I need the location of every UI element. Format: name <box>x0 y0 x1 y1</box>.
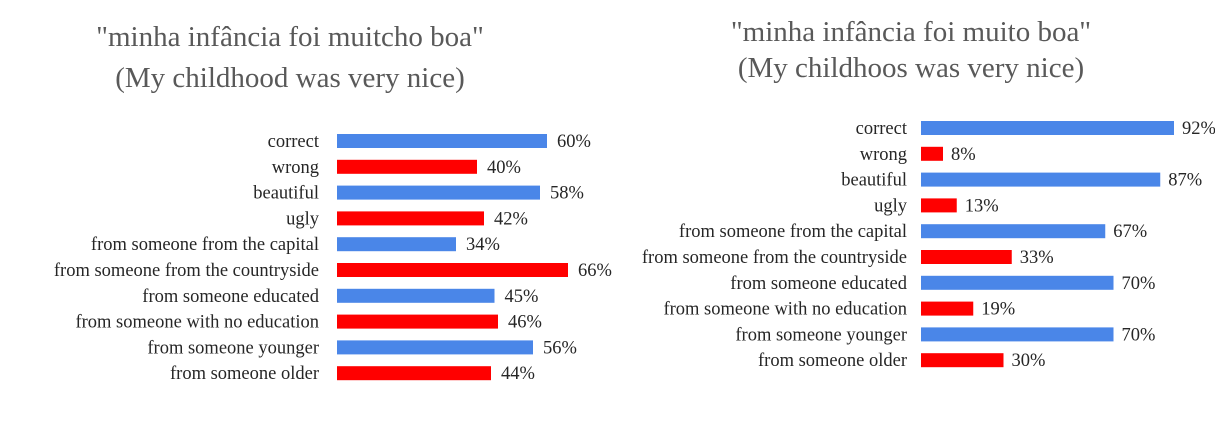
left-value-label-6: 45% <box>505 287 539 307</box>
left-category-label-9: from someone older <box>170 364 319 384</box>
right-chart-title: "minha infância foi muito boa" <box>731 16 1091 48</box>
right-value-label-8: 70% <box>1122 325 1156 345</box>
right-bar-7 <box>921 301 974 316</box>
left-category-label-3: ugly <box>286 209 320 229</box>
right-bar-2 <box>921 172 1161 187</box>
right-bar-1 <box>921 146 943 161</box>
left-category-label-0: correct <box>268 132 320 152</box>
right-value-label-5: 33% <box>1020 248 1054 268</box>
left-value-label-7: 46% <box>508 313 542 333</box>
right-category-label-5: from someone from the countryside <box>642 248 907 268</box>
left-category-label-6: from someone educated <box>142 287 319 307</box>
left-bar-7 <box>337 314 498 329</box>
right-value-label-2: 87% <box>1168 171 1202 191</box>
right-bar-0 <box>921 121 1174 135</box>
left-chart-plot: correct 60% wrong 40% beautiful 58% ugly 42% fro… <box>54 132 612 384</box>
left-chart-title: "minha infância foi muitcho boa" <box>96 21 484 53</box>
right-category-label-4: from someone from the capital <box>679 222 907 242</box>
left-category-label-1: wrong <box>272 158 319 178</box>
left-value-label-8: 56% <box>543 338 577 358</box>
left-value-label-4: 34% <box>466 235 500 255</box>
left-value-label-1: 40% <box>487 158 521 178</box>
right-value-label-6: 70% <box>1122 274 1156 294</box>
right-category-label-0: correct <box>856 119 908 139</box>
left-value-label-3: 42% <box>494 209 528 229</box>
right-category-label-7: from someone with no education <box>663 300 907 320</box>
right-bar-4 <box>921 224 1106 239</box>
left-bar-4 <box>337 237 456 252</box>
right-bar-3 <box>921 198 957 213</box>
left-category-label-7: from someone with no education <box>75 313 319 333</box>
left-bar-8 <box>337 340 533 355</box>
left-category-label-2: beautiful <box>253 184 319 204</box>
right-value-label-0: 92% <box>1182 119 1215 139</box>
left-bar-3 <box>337 211 484 226</box>
left-value-label-9: 44% <box>501 364 535 384</box>
right-category-label-3: ugly <box>874 196 908 216</box>
left-bar-9 <box>337 366 491 381</box>
left-value-label-0: 60% <box>557 132 591 152</box>
left-bar-5 <box>337 263 568 277</box>
left-bar-6 <box>337 288 495 303</box>
right-bar-5 <box>921 250 1012 264</box>
right-value-label-3: 13% <box>965 196 999 216</box>
right-bar-8 <box>921 327 1114 342</box>
right-chart: "minha infância foi muito boa" (My child… <box>642 16 1215 371</box>
right-category-label-9: from someone older <box>758 351 907 371</box>
right-category-label-6: from someone educated <box>730 274 907 294</box>
left-chart-subtitle: (My childhood was very nice) <box>115 62 465 94</box>
right-bar-6 <box>921 275 1114 290</box>
left-bar-2 <box>337 185 540 200</box>
left-category-label-8: from someone younger <box>147 338 319 358</box>
right-category-label-2: beautiful <box>841 171 907 191</box>
right-value-label-9: 30% <box>1012 351 1046 371</box>
right-value-label-1: 8% <box>951 145 976 165</box>
right-chart-plot: correct 92% wrong 8% beautiful 87% ugly 13% from… <box>642 119 1215 371</box>
left-value-label-2: 58% <box>550 184 584 204</box>
left-bar-1 <box>337 159 477 174</box>
left-value-label-5: 66% <box>578 261 612 281</box>
left-bar-0 <box>337 134 547 148</box>
left-category-label-4: from someone from the capital <box>91 235 319 255</box>
right-value-label-7: 19% <box>981 300 1015 320</box>
right-value-label-4: 67% <box>1113 222 1147 242</box>
left-chart: "minha infância foi muitcho boa" (My chi… <box>54 21 612 384</box>
right-chart-subtitle: (My childhoos was very nice) <box>738 52 1084 84</box>
right-category-label-8: from someone younger <box>735 325 907 345</box>
right-category-label-1: wrong <box>860 145 907 165</box>
left-category-label-5: from someone from the countryside <box>54 261 319 281</box>
right-bar-9 <box>921 353 1004 368</box>
